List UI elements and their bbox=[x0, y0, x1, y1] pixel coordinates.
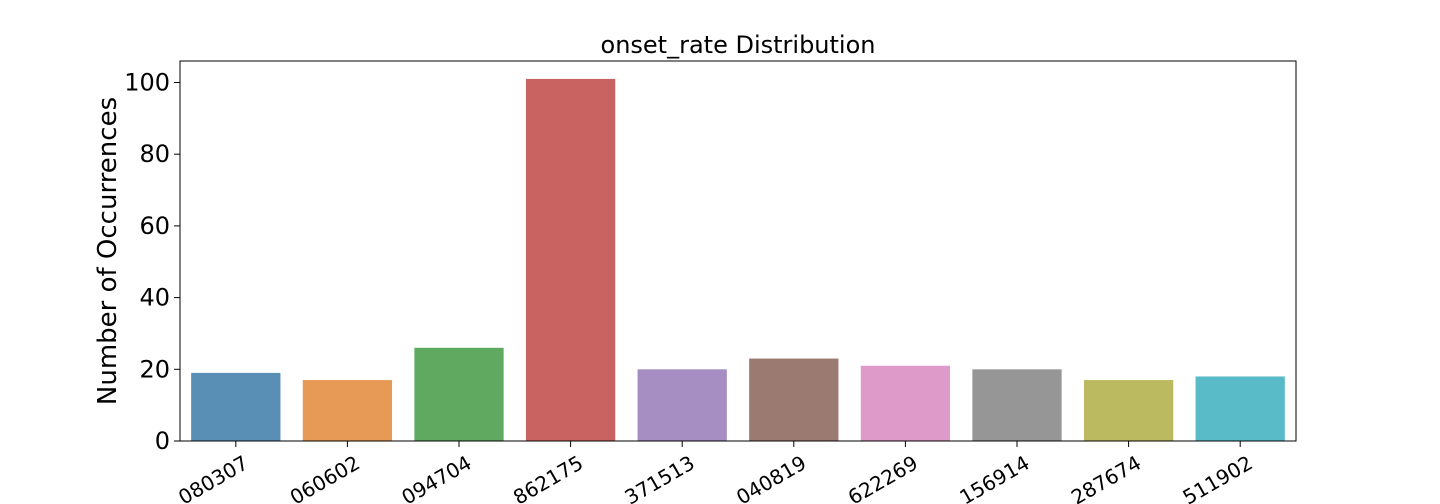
x-tick-label: 060602 bbox=[286, 451, 364, 504]
bar-080307 bbox=[191, 372, 281, 441]
x-tick-label: 862175 bbox=[509, 451, 587, 504]
y-tick-label: 20 bbox=[139, 355, 170, 383]
bar-156914 bbox=[972, 369, 1062, 441]
x-tick-label: 287674 bbox=[1067, 451, 1145, 504]
y-tick-label: 60 bbox=[139, 212, 170, 240]
bars-group bbox=[191, 78, 1285, 441]
x-tick-label: 094704 bbox=[397, 451, 475, 504]
plot-area-frame bbox=[179, 60, 1297, 442]
y-tick-label: 0 bbox=[155, 427, 170, 455]
bar-094704 bbox=[414, 347, 504, 441]
y-tick-label: 100 bbox=[124, 69, 170, 97]
x-axis-ticks: 080307 060602 094704 862175 371513 040819 6222… bbox=[174, 441, 1257, 504]
x-tick-label: 040819 bbox=[732, 451, 810, 504]
x-tick-label: 080307 bbox=[174, 451, 252, 504]
x-tick-label: 622269 bbox=[844, 451, 922, 504]
x-tick-label: 371513 bbox=[621, 451, 699, 504]
bar-371513 bbox=[637, 369, 727, 441]
x-tick-label: 511902 bbox=[1179, 451, 1257, 504]
bar-862175 bbox=[525, 78, 616, 441]
bar-622269 bbox=[860, 365, 951, 441]
bar-060602 bbox=[302, 380, 393, 441]
bar-511902 bbox=[1195, 376, 1285, 441]
bar-287674 bbox=[1083, 380, 1174, 441]
bar-040819 bbox=[749, 358, 839, 441]
y-axis-label: Number of Occurrences bbox=[93, 97, 123, 405]
y-axis-ticks: 0 20 40 60 80 100 bbox=[124, 69, 180, 455]
chart-title: onset_rate Distribution bbox=[601, 31, 876, 59]
y-tick-label: 80 bbox=[139, 140, 170, 168]
y-tick-label: 40 bbox=[139, 284, 170, 312]
x-tick-label: 156914 bbox=[955, 451, 1033, 504]
